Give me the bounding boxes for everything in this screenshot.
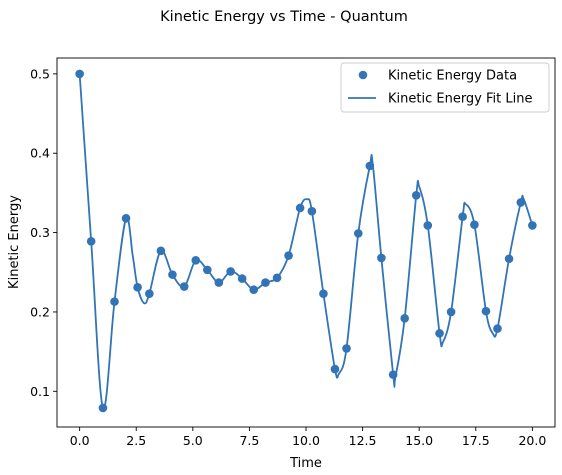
data-point [482,307,491,316]
data-point [354,229,363,238]
data-point [342,344,351,353]
y-axis: 0.1 0.2 0.3 0.4 0.5 [30,66,57,398]
legend: Kinetic Energy Data Kinetic Energy Fit L… [341,63,549,112]
x-tick-label: 15.0 [405,433,433,448]
data-point [99,404,108,413]
data-point [215,278,224,287]
chart-title: Kinetic Energy vs Time - Quantum [160,9,408,25]
y-tick-label: 0.1 [30,384,50,399]
data-point [238,274,247,283]
x-tick-label: 5.0 [183,433,203,448]
x-tick-label: 2.5 [126,433,146,448]
data-point [435,329,444,338]
data-point [122,214,131,223]
data-point [87,237,96,246]
data-point [412,191,421,200]
data-point [308,207,317,216]
legend-label-data: Kinetic Energy Data [388,69,517,84]
data-point [505,254,514,263]
data-point [470,220,479,229]
y-axis-label: Kinetic Energy [7,195,22,289]
data-point [145,289,154,298]
data-point [180,282,189,291]
x-axis: 0.0 2.5 5.0 7.5 10.0 12.5 15.0 17.5 20.0 [70,427,547,448]
y-tick-label: 0.3 [30,225,50,240]
data-point [191,256,200,265]
x-tick-label: 17.5 [462,433,490,448]
x-tick-label: 7.5 [239,433,259,448]
data-point [377,254,386,263]
data-point [284,251,293,260]
x-tick-label: 0.0 [70,433,90,448]
data-point [389,370,398,379]
data-point [447,308,456,317]
legend-scatter-marker [359,71,368,80]
data-point [157,247,166,256]
y-tick-label: 0.5 [30,66,50,81]
x-tick-label: 12.5 [349,433,377,448]
data-point [366,162,375,171]
data-point [249,285,258,294]
legend-label-fit: Kinetic Energy Fit Line [388,92,532,107]
plot-area [75,70,536,413]
data-point [75,70,84,79]
x-tick-label: 20.0 [518,433,546,448]
y-tick-label: 0.4 [30,146,50,161]
data-point [110,297,119,306]
x-tick-label: 10.0 [292,433,320,448]
y-tick-label: 0.2 [30,304,50,319]
data-point [423,221,432,230]
data-point [400,314,409,323]
data-point [528,221,537,230]
data-point [517,198,526,207]
data-point [168,270,177,279]
data-point [296,204,305,213]
x-axis-label: Time [289,456,322,471]
data-point [319,289,328,298]
data-point [331,365,340,374]
data-point [458,212,467,221]
data-point [273,274,282,283]
data-point [203,266,212,275]
data-point [226,267,235,276]
fit-line [80,74,533,409]
data-point [493,324,502,333]
data-point [261,278,270,287]
data-point [133,283,142,292]
